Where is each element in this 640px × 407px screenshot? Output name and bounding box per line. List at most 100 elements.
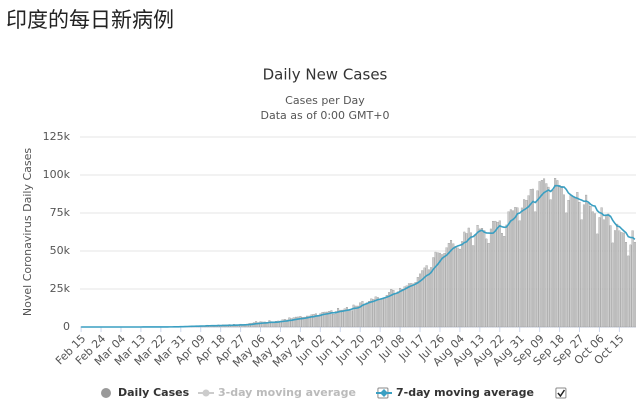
legend-item[interactable]: 3-day moving average	[198, 386, 356, 399]
bar	[563, 194, 565, 328]
bar	[567, 200, 570, 328]
bar	[558, 184, 561, 328]
bar	[611, 242, 614, 328]
bar	[489, 228, 492, 328]
bar	[275, 321, 278, 328]
bar	[257, 322, 260, 328]
bar	[337, 308, 340, 328]
bar	[594, 213, 597, 328]
bar	[487, 243, 490, 328]
bar	[520, 207, 523, 328]
bar	[458, 248, 461, 328]
bar	[492, 220, 495, 328]
bar	[374, 296, 377, 328]
bar	[405, 285, 408, 328]
bar	[532, 188, 534, 328]
bar	[478, 228, 481, 328]
bar	[301, 317, 304, 328]
bar	[425, 265, 428, 328]
bar	[627, 255, 630, 328]
bar	[261, 321, 264, 328]
bar	[447, 243, 450, 328]
bar	[556, 180, 559, 328]
bar	[633, 241, 636, 328]
bar	[545, 183, 548, 328]
bar	[587, 202, 590, 328]
bar	[620, 232, 623, 328]
bar	[388, 292, 391, 328]
bar	[576, 192, 579, 328]
bar	[317, 315, 320, 328]
bar	[463, 231, 466, 328]
bar	[310, 314, 313, 328]
legend-label[interactable]: Daily Cases	[118, 386, 190, 399]
bar	[625, 242, 628, 328]
bar	[507, 211, 510, 328]
bar	[419, 273, 422, 328]
bar	[454, 246, 457, 328]
bar	[472, 245, 475, 328]
bar	[432, 257, 435, 328]
bar	[381, 298, 384, 328]
legend-label[interactable]: 3-day moving average	[218, 386, 356, 399]
bar	[514, 207, 517, 328]
bar	[430, 267, 433, 328]
legend-marker	[380, 389, 388, 397]
bar	[441, 254, 444, 328]
bar	[534, 211, 537, 328]
bar	[403, 286, 406, 328]
bar	[456, 247, 459, 328]
checkmark	[557, 389, 566, 398]
bar	[288, 317, 291, 328]
bar	[421, 270, 424, 328]
bar	[314, 313, 317, 328]
bar	[527, 195, 530, 328]
y-axis-title: Novel Coronavirus Daily Cases	[21, 148, 34, 316]
bar	[330, 310, 333, 328]
bar	[525, 200, 528, 328]
bar	[505, 224, 508, 328]
legend-item[interactable]: Daily Cases	[101, 386, 190, 399]
bar	[476, 225, 479, 328]
bar	[414, 282, 417, 328]
bar	[469, 232, 472, 328]
bar	[294, 316, 297, 328]
bar	[523, 199, 526, 328]
bar	[452, 243, 455, 328]
bar	[281, 319, 284, 328]
bar	[299, 316, 302, 328]
bar	[407, 283, 410, 328]
bar	[622, 232, 625, 328]
bar	[483, 230, 486, 328]
bar	[580, 219, 583, 328]
legend-marker	[202, 389, 210, 397]
bar	[565, 212, 568, 328]
bar	[496, 222, 499, 328]
bar	[343, 308, 346, 328]
bar	[372, 299, 375, 328]
bar	[394, 293, 397, 328]
legend-item[interactable]: 7-day moving average	[376, 386, 534, 399]
bar	[392, 289, 395, 328]
bar	[385, 295, 388, 328]
legend-label[interactable]: 7-day moving average	[396, 386, 534, 399]
bar	[450, 240, 453, 328]
bar	[286, 319, 289, 328]
bar	[543, 178, 546, 328]
bar	[361, 301, 364, 328]
bar	[319, 313, 322, 328]
bar	[412, 283, 415, 328]
bar	[399, 287, 402, 328]
bar	[345, 307, 348, 328]
bar	[481, 228, 484, 328]
bar	[609, 225, 612, 328]
bar	[443, 253, 446, 328]
bar	[569, 195, 572, 328]
bar	[328, 310, 331, 328]
bar	[363, 304, 366, 328]
bar	[434, 251, 437, 328]
bar	[613, 230, 616, 328]
bar	[589, 206, 592, 328]
